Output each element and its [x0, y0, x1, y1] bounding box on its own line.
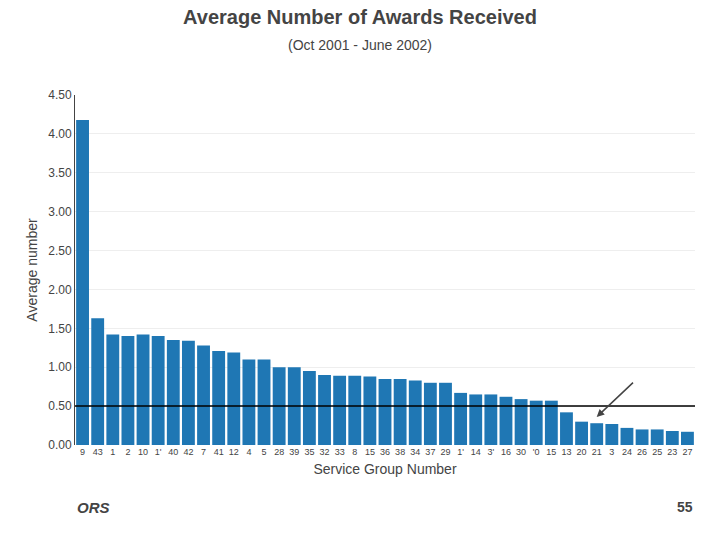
svg-text:37: 37: [425, 447, 435, 457]
svg-text:13: 13: [561, 447, 571, 457]
svg-text:Service Group Number: Service Group Number: [313, 461, 457, 477]
svg-text:1.00: 1.00: [48, 360, 72, 374]
svg-text:4.50: 4.50: [48, 88, 72, 102]
svg-text:32: 32: [320, 447, 330, 457]
svg-text:28: 28: [274, 447, 284, 457]
svg-text:15: 15: [546, 447, 556, 457]
svg-text:10: 10: [138, 447, 148, 457]
svg-text:Average number: Average number: [24, 218, 40, 322]
svg-text:43: 43: [93, 447, 103, 457]
svg-text:33: 33: [335, 447, 345, 457]
svg-text:Average Number of Awards Recei: Average Number of Awards Received(Oct 20…: [183, 6, 537, 53]
svg-text:30: 30: [516, 447, 526, 457]
svg-text:38: 38: [395, 447, 405, 457]
svg-text:4: 4: [246, 447, 251, 457]
svg-text:55: 55: [677, 499, 693, 515]
svg-text:26: 26: [637, 447, 647, 457]
svg-text:20: 20: [577, 447, 587, 457]
svg-text:1: 1: [110, 447, 115, 457]
svg-text:12: 12: [229, 447, 239, 457]
svg-text:2.50: 2.50: [48, 244, 72, 258]
svg-text:34: 34: [410, 447, 420, 457]
svg-text:3.50: 3.50: [48, 166, 72, 180]
svg-text:21: 21: [592, 447, 602, 457]
svg-text:41: 41: [214, 447, 224, 457]
svg-text:40: 40: [168, 447, 178, 457]
svg-text:1.50: 1.50: [48, 322, 72, 336]
svg-text:0.50: 0.50: [48, 399, 72, 413]
svg-text:24: 24: [622, 447, 632, 457]
svg-text:2: 2: [125, 447, 130, 457]
svg-text:42: 42: [183, 447, 193, 457]
svg-text:5: 5: [262, 447, 267, 457]
svg-text:2.00: 2.00: [48, 283, 72, 297]
svg-text:9: 9: [80, 447, 85, 457]
svg-text:1': 1': [457, 447, 464, 457]
svg-text:8: 8: [352, 447, 357, 457]
svg-text:3.00: 3.00: [48, 205, 72, 219]
svg-text:27: 27: [682, 447, 692, 457]
svg-text:23: 23: [667, 447, 677, 457]
svg-text:36: 36: [380, 447, 390, 457]
svg-text:25: 25: [652, 447, 662, 457]
svg-text:29: 29: [440, 447, 450, 457]
svg-text:39: 39: [289, 447, 299, 457]
svg-text:15: 15: [365, 447, 375, 457]
svg-text:1': 1': [155, 447, 162, 457]
svg-text:3: 3: [609, 447, 614, 457]
svg-text:3': 3': [487, 447, 494, 457]
svg-text:35: 35: [304, 447, 314, 457]
svg-text:ORS: ORS: [77, 499, 110, 516]
svg-text:'0: '0: [533, 447, 540, 457]
svg-text:4.00: 4.00: [48, 127, 72, 141]
svg-text:14: 14: [471, 447, 481, 457]
svg-text:7: 7: [201, 447, 206, 457]
svg-text:0.00: 0.00: [48, 438, 72, 452]
svg-text:16: 16: [501, 447, 511, 457]
